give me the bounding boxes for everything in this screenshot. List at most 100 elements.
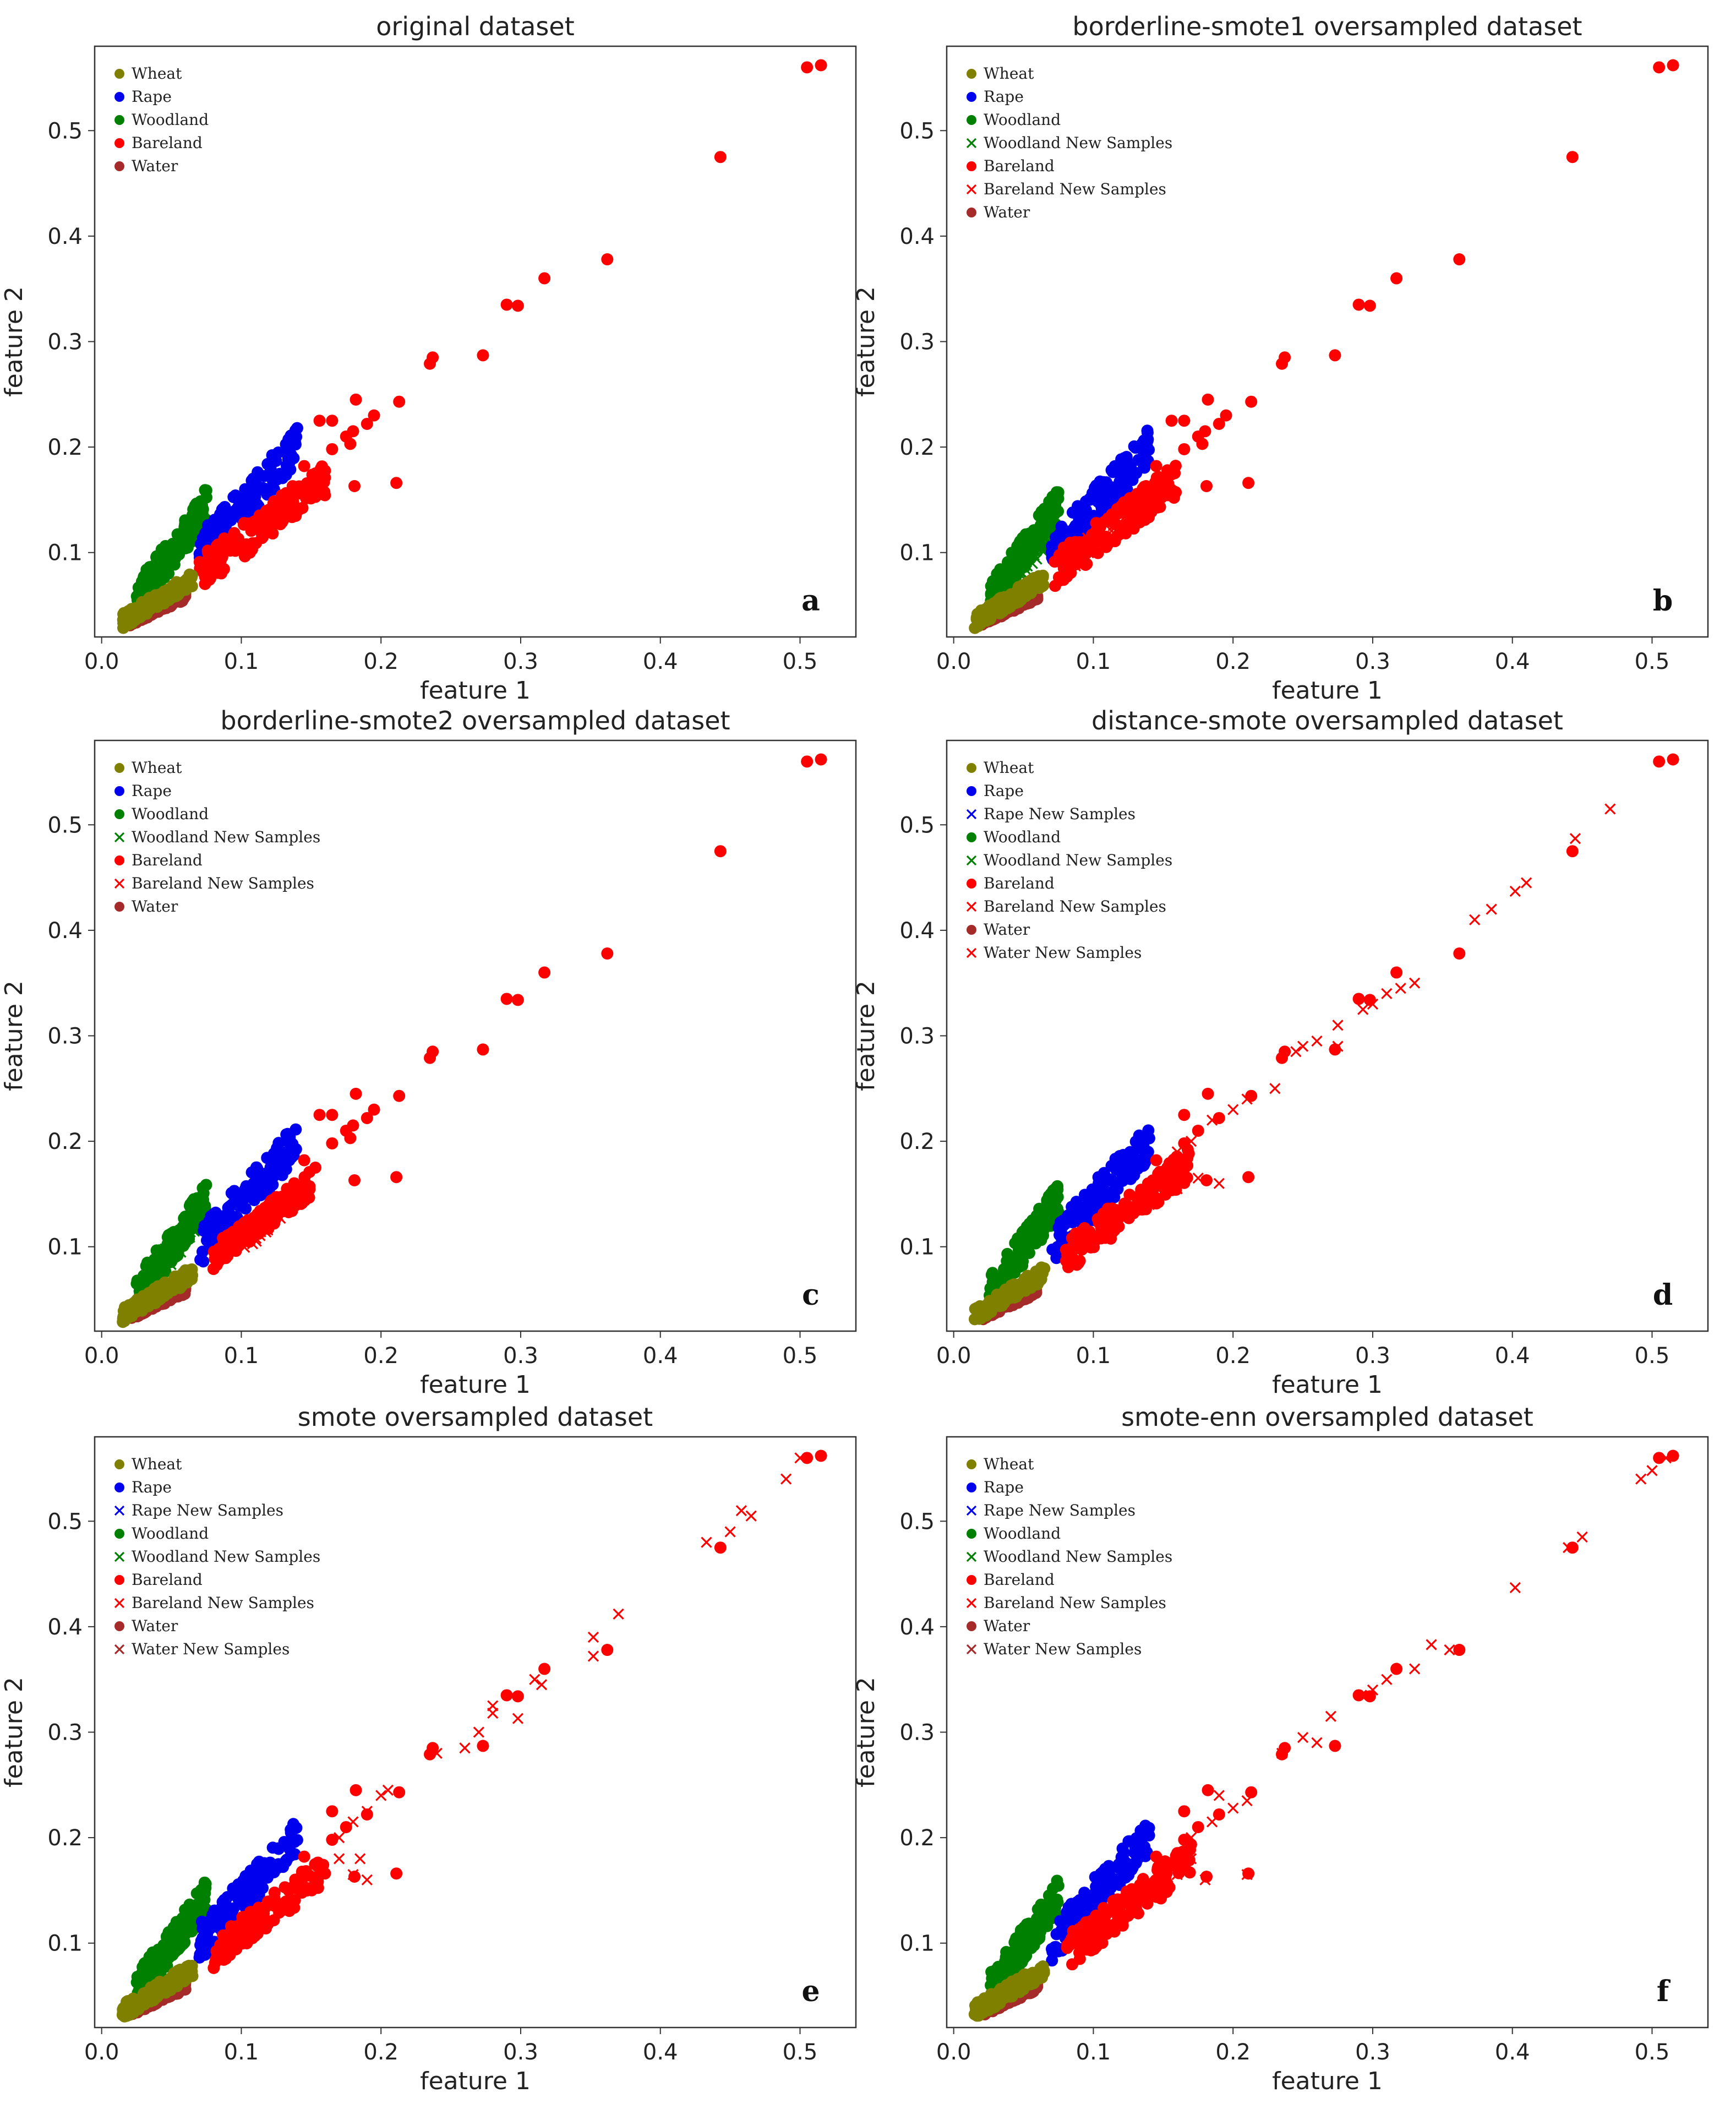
woodland-point — [1025, 1234, 1038, 1246]
bareland-point — [298, 1850, 310, 1863]
rape-point — [1137, 436, 1150, 449]
legend-marker-dot — [967, 763, 976, 773]
woodland-point — [1018, 1925, 1031, 1938]
legend-label: Wheat — [984, 759, 1034, 777]
bareland-point — [714, 1541, 727, 1554]
woodland-point — [1035, 1226, 1048, 1239]
bareland-point — [222, 1234, 235, 1247]
plot-area — [117, 753, 827, 1328]
y-axis-label: feature 2 — [0, 286, 28, 397]
bareland-point — [238, 517, 250, 530]
legend-label: Woodland — [984, 1524, 1061, 1543]
rape-point — [1095, 503, 1108, 515]
x-tick-label: 0.3 — [1355, 1343, 1390, 1369]
bareland-new-samples-point — [1185, 1135, 1197, 1147]
rape-point — [242, 1185, 254, 1197]
bareland-point — [1566, 1541, 1579, 1554]
rape-point — [281, 1127, 294, 1140]
wheat-point — [185, 571, 198, 584]
wheat-point — [1013, 1279, 1026, 1292]
legend-label: Woodland — [132, 111, 209, 129]
rape-point — [197, 1255, 210, 1268]
legend-label: Woodland New Samples — [984, 134, 1172, 152]
legend-item: Woodland — [967, 1524, 1061, 1543]
x-tick-label: 0.5 — [783, 1343, 818, 1369]
legend-item: Woodland New Samples — [114, 828, 320, 846]
bareland-point — [1066, 1958, 1079, 1971]
panel-b: borderline-smote1 oversampled dataset0.0… — [852, 12, 1709, 705]
bareland-point — [1178, 1805, 1191, 1818]
bareland-point — [1202, 1784, 1214, 1796]
bareland-point — [714, 151, 727, 164]
bareland-point — [801, 1452, 814, 1464]
bareland-point — [1161, 1858, 1173, 1871]
rape-point — [1121, 464, 1134, 476]
rape-point — [268, 451, 280, 464]
legend-item: Wheat — [114, 759, 182, 777]
bareland-point — [290, 484, 302, 497]
bareland-point — [1566, 151, 1579, 164]
legend-label: Rape — [132, 782, 172, 800]
legend-label: Rape — [132, 88, 172, 106]
bareland-point — [1072, 1257, 1085, 1269]
bareland-new-samples-point — [1509, 1582, 1521, 1594]
bareland-point — [1242, 1171, 1255, 1184]
woodland-point — [199, 1877, 212, 1890]
bareland-point — [326, 443, 339, 455]
legend-label: Water — [984, 920, 1030, 939]
legend-item: Water New Samples — [966, 1640, 1142, 1658]
bareland-point — [1165, 415, 1178, 427]
woodland-point — [174, 1941, 187, 1953]
bareland-new-samples-point — [1227, 1104, 1239, 1115]
rape-point — [1096, 492, 1109, 504]
y-tick-label: 0.2 — [899, 435, 935, 460]
rape-point — [212, 512, 225, 525]
bareland-point — [1102, 537, 1115, 549]
legend-marker-dot — [967, 1621, 976, 1631]
y-tick-label: 0.5 — [47, 1509, 83, 1534]
x-tick-label: 0.0 — [936, 2040, 971, 2065]
woodland-point — [1020, 1220, 1033, 1233]
wheat-point — [978, 610, 991, 623]
y-tick-label: 0.1 — [47, 1931, 83, 1957]
bareland-new-samples-point — [1367, 998, 1379, 1010]
bareland-point — [313, 1109, 326, 1121]
bareland-new-samples-point — [701, 1536, 712, 1548]
woodland-new-samples-point — [178, 1223, 190, 1235]
bareland-new-samples-point — [613, 1608, 624, 1620]
y-tick-label: 0.2 — [899, 1129, 935, 1154]
bareland-point — [368, 409, 380, 422]
bareland-point — [1220, 409, 1232, 422]
woodland-point — [200, 484, 212, 497]
rape-point — [1142, 1124, 1155, 1137]
bareland-new-samples-point — [1635, 1473, 1647, 1485]
y-tick-label: 0.1 — [899, 1235, 935, 1260]
bareland-point — [361, 1808, 373, 1821]
bareland-point — [1192, 1821, 1204, 1833]
rape-point — [1072, 511, 1085, 524]
legend-item: Water — [967, 203, 1030, 221]
bareland-point — [1171, 1847, 1183, 1860]
legend-label: Wheat — [984, 64, 1034, 83]
wheat-point — [123, 2006, 136, 2018]
rape-point — [275, 1859, 287, 1871]
bareland-point — [1090, 517, 1102, 530]
legend-marker-dot — [114, 1621, 124, 1631]
bareland-point — [1137, 1873, 1149, 1885]
y-tick-label: 0.4 — [899, 224, 935, 249]
legend-marker-x — [114, 1644, 125, 1655]
legend-item: Wheat — [967, 64, 1034, 83]
y-tick-label: 0.1 — [47, 1235, 83, 1260]
bareland-point — [263, 503, 276, 516]
bareland-point — [326, 415, 339, 427]
bareland-new-samples-point — [1311, 1737, 1323, 1748]
legend-label: Water New Samples — [984, 1640, 1142, 1658]
plot-area — [968, 1449, 1679, 2022]
bareland-point — [1113, 1896, 1126, 1909]
woodland-point — [1012, 1253, 1025, 1266]
woodland-point — [1050, 486, 1063, 499]
rape-point — [286, 1137, 299, 1150]
bareland-point — [361, 417, 373, 430]
y-tick-label: 0.2 — [47, 1825, 83, 1851]
bareland-point — [348, 480, 361, 493]
